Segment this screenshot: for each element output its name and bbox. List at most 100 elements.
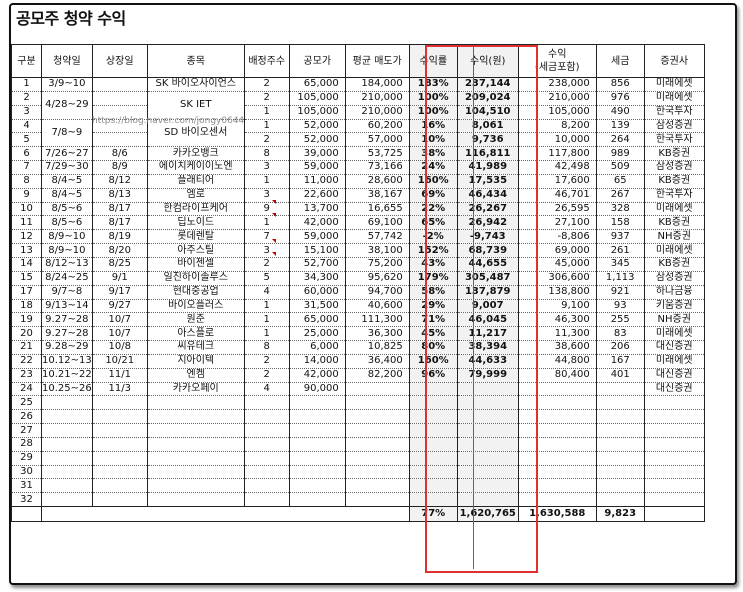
cell-broker[interactable]: NH증권 xyxy=(643,312,705,328)
cell-allocated-shares[interactable]: 4 xyxy=(243,285,290,300)
cell-avg-sell-price[interactable]: 82,200 xyxy=(344,368,410,383)
cell-no[interactable]: 9 xyxy=(11,188,42,203)
cell-subscription-date[interactable]: 8/12~13 xyxy=(41,257,93,272)
cell-allocated-shares[interactable]: 1 xyxy=(243,105,290,120)
cell-subscription-date[interactable]: 8/24~25 xyxy=(41,271,93,286)
cell-allocated-shares[interactable]: 8 xyxy=(243,146,290,162)
cell-allocated-shares[interactable]: 2 xyxy=(243,77,290,92)
cell-ipo-price[interactable] xyxy=(288,451,346,466)
cell-listing-date[interactable]: 11/1 xyxy=(91,368,148,383)
header-avg-sell-price[interactable]: 평균 매도가 xyxy=(344,44,410,78)
cell-profit[interactable] xyxy=(456,437,519,452)
cell-ipo-price[interactable] xyxy=(288,395,346,411)
cell-subscription-date[interactable]: 8/4~5 xyxy=(41,188,93,203)
cell-stock-name[interactable]: 지아이텍 xyxy=(146,354,245,369)
cell-broker[interactable]: 대신증권 xyxy=(643,382,705,397)
cell-stock-name[interactable] xyxy=(146,395,245,411)
cell-ipo-price[interactable] xyxy=(288,409,346,425)
cell-no[interactable]: 31 xyxy=(11,478,42,494)
cell-tax[interactable]: 976 xyxy=(595,91,645,106)
cell-tax[interactable] xyxy=(595,492,645,508)
cell-gross-profit[interactable]: 45,000 xyxy=(517,257,597,272)
cell-subscription-date[interactable]: 7/26~27 xyxy=(41,146,93,162)
cell-subscription-date[interactable]: 4/28~29 xyxy=(41,91,93,120)
cell-avg-sell-price[interactable] xyxy=(344,423,410,438)
cell-no[interactable]: 28 xyxy=(11,437,42,452)
cell-gross-profit[interactable]: 46,701 xyxy=(517,188,597,203)
cell-avg-sell-price[interactable]: 57,000 xyxy=(344,132,410,148)
cell-profit[interactable]: 209,024 xyxy=(456,91,519,106)
cell-tax[interactable]: 401 xyxy=(595,368,645,383)
cell-tax[interactable]: 328 xyxy=(595,202,645,217)
cell-no[interactable]: 3 xyxy=(11,105,42,120)
cell-allocated-shares[interactable]: 4 xyxy=(243,382,290,397)
cell-allocated-shares[interactable] xyxy=(243,437,290,452)
cell-ipo-price[interactable]: 59,000 xyxy=(288,160,346,175)
totals-tax[interactable]: 9,823 xyxy=(595,506,645,523)
cell-profit[interactable]: 46,045 xyxy=(456,312,519,328)
cell-allocated-shares[interactable]: 1 xyxy=(243,119,290,134)
cell-no[interactable]: 6 xyxy=(11,146,42,162)
cell-allocated-shares[interactable]: 3 xyxy=(243,243,290,258)
cell-broker[interactable]: 삼성증권 xyxy=(643,119,705,134)
cell-tax[interactable] xyxy=(595,423,645,438)
cell-gross-profit[interactable] xyxy=(517,437,597,452)
cell-subscription-date[interactable]: 8/4~5 xyxy=(41,174,93,189)
cell-stock-name[interactable]: 엠로 xyxy=(146,188,245,203)
cell-stock-name[interactable]: 바이젠셀 xyxy=(146,257,245,272)
cell-ipo-price[interactable]: 42,000 xyxy=(288,215,346,231)
cell-broker[interactable]: 대신증권 xyxy=(643,368,705,383)
cell-subscription-date[interactable]: 9.27~28 xyxy=(41,312,93,328)
cell-gross-profit[interactable] xyxy=(517,395,597,411)
cell-allocated-shares[interactable]: 2 xyxy=(243,257,290,272)
header-broker[interactable]: 증권사 xyxy=(643,44,705,78)
cell-broker[interactable]: 미래에셋 xyxy=(643,354,705,369)
cell-return-rate[interactable] xyxy=(408,409,458,425)
cell-broker[interactable]: 한국투자 xyxy=(643,188,705,203)
cell-listing-date[interactable]: 9/17 xyxy=(91,285,148,300)
cell-profit[interactable]: 79,999 xyxy=(456,368,519,383)
cell-ipo-price[interactable]: 39,000 xyxy=(288,146,346,162)
cell-return-rate[interactable] xyxy=(408,465,458,480)
cell-profit[interactable] xyxy=(456,423,519,438)
cell-listing-date[interactable] xyxy=(91,437,148,452)
cell-listing-date[interactable] xyxy=(91,492,148,508)
cell-subscription-date[interactable]: 7/8~9 xyxy=(41,119,93,148)
cell-allocated-shares[interactable]: 1 xyxy=(243,312,290,328)
cell-ipo-price[interactable]: 52,000 xyxy=(288,119,346,134)
cell-allocated-shares[interactable]: 1 xyxy=(243,326,290,342)
cell-return-rate[interactable]: -2% xyxy=(408,229,458,245)
cell-listing-date[interactable]: 8/17 xyxy=(91,215,148,231)
header-allocated-shares[interactable]: 배정주수 xyxy=(243,44,290,78)
cell-broker[interactable]: 키움증권 xyxy=(643,299,705,314)
cell-broker[interactable] xyxy=(643,409,705,425)
cell-broker[interactable]: 미래에셋 xyxy=(643,202,705,217)
cell-avg-sell-price[interactable] xyxy=(344,437,410,452)
cell-avg-sell-price[interactable]: 60,200 xyxy=(344,119,410,134)
cell-profit[interactable]: 26,942 xyxy=(456,215,519,231)
cell-gross-profit[interactable]: 27,100 xyxy=(517,215,597,231)
cell-allocated-shares[interactable]: 2 xyxy=(243,354,290,369)
cell-listing-date[interactable] xyxy=(91,91,148,106)
cell-return-rate[interactable]: 183% xyxy=(408,77,458,92)
cell-no[interactable]: 29 xyxy=(11,451,42,466)
cell-subscription-date[interactable] xyxy=(41,492,93,508)
cell-gross-profit[interactable] xyxy=(517,492,597,508)
cell-listing-date[interactable]: 8/19 xyxy=(91,229,148,245)
cell-profit[interactable]: 44,633 xyxy=(456,354,519,369)
cell-listing-date[interactable]: 9/1 xyxy=(91,271,148,286)
cell-allocated-shares[interactable]: 3 xyxy=(243,160,290,175)
cell-no[interactable]: 22 xyxy=(11,354,42,369)
cell-no[interactable]: 24 xyxy=(11,382,42,397)
cell-avg-sell-price[interactable]: 38,100 xyxy=(344,243,410,258)
cell-gross-profit[interactable]: 17,600 xyxy=(517,174,597,189)
cell-tax[interactable] xyxy=(595,451,645,466)
cell-profit[interactable] xyxy=(456,382,519,397)
cell-gross-profit[interactable]: 26,595 xyxy=(517,202,597,217)
cell-avg-sell-price[interactable]: 95,620 xyxy=(344,271,410,286)
cell-allocated-shares[interactable]: 7 xyxy=(243,229,290,245)
cell-listing-date[interactable] xyxy=(91,423,148,438)
cell-subscription-date[interactable]: 10.12~13 xyxy=(41,354,93,369)
cell-no[interactable]: 1 xyxy=(11,77,42,92)
cell-avg-sell-price[interactable]: 10,825 xyxy=(344,340,410,355)
